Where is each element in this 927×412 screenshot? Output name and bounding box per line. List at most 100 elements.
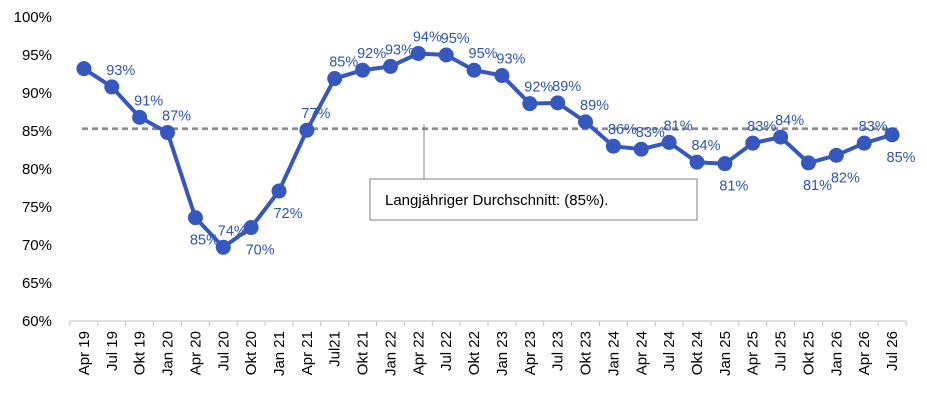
x-tick-label: Jan 21 [271,331,288,376]
data-label: 92% [524,80,553,96]
data-point [160,125,176,141]
data-point [132,109,148,125]
x-tick-label: Jan 26 [828,331,845,376]
y-tick-label: 90% [22,85,52,102]
data-point [717,156,733,172]
data-label: 89% [552,79,581,95]
x-tick-label: Okt 23 [578,331,595,375]
data-point [745,135,761,151]
data-label: 72% [273,206,302,222]
y-tick-label: 75% [22,199,52,216]
x-tick-label: Apr 20 [187,331,204,375]
data-label: 94% [413,29,442,45]
average-annotation: Langjähriger Durchschnitt: (85%). [369,124,698,221]
data-point [410,45,426,61]
data-label: 83% [747,119,776,135]
x-axis: Apr 19 Jul 19 Okt 19 Jan 20 Apr 20 Jul 20 Okt … [69,320,907,376]
data-point [187,210,203,226]
data-label: 74% [218,223,247,239]
data-label: 86% [608,122,637,138]
x-tick-label: Jul 26 [884,331,901,371]
x-tick-label: Apr 24 [633,331,650,375]
x-tick-label: Apr 22 [410,331,427,375]
data-label: 81% [803,178,832,194]
data-point [689,154,705,170]
data-label: 85% [329,55,358,71]
data-point [884,127,900,143]
y-axis: 60% 65% 70% 75% 80% 85% 90% 95% 100% [14,9,52,330]
y-tick-label: 85% [22,123,52,140]
y-tick-label: 70% [22,237,52,254]
x-tick-label: Apr 25 [745,331,762,375]
data-point [856,135,872,151]
data-label: 89% [580,98,609,114]
data-label: 82% [831,170,860,186]
y-tick-label: 60% [22,313,52,330]
data-point [773,129,789,145]
data-point [633,141,649,157]
data-label: 93% [106,63,135,79]
x-tick-label: Jul 22 [438,331,455,371]
data-label: 83% [636,125,665,141]
x-tick-label: Apr 26 [856,331,873,375]
x-tick-label: Jul 25 [773,331,790,371]
data-point [605,138,621,154]
annotation-text: Langjähriger Durchschnitt: (85%). [385,192,608,209]
data-point [578,114,594,130]
data-point [661,134,677,150]
data-label: 85% [190,233,219,249]
x-tick-label: Jan 23 [494,331,511,376]
x-tick-label: Jan 22 [382,331,399,376]
x-tick-label: Jul 19 [104,331,121,371]
data-label: 87% [162,109,191,125]
data-point [438,47,454,63]
x-tick-label: Apr 19 [76,331,93,375]
x-tick-label: Jan 25 [717,331,734,376]
data-point [299,122,315,138]
data-point [550,95,566,111]
series-group [76,45,900,255]
data-label: 70% [246,243,275,259]
data-label: 93% [496,52,525,68]
data-point [271,183,287,199]
x-tick-label: Jan 24 [605,331,622,376]
data-label: 92% [357,46,386,62]
annotation-box [369,178,698,221]
data-point [522,96,538,112]
x-tick-label: Okt 22 [466,331,483,375]
data-label: 95% [441,31,470,47]
x-tick-label: Okt 25 [800,331,817,375]
data-label: 91% [134,93,163,109]
y-tick-label: 80% [22,161,52,178]
data-point [355,62,371,78]
y-tick-label: 65% [22,275,52,292]
data-label: 84% [691,138,720,154]
x-tick-label: Apr 23 [522,331,539,375]
data-label: 77% [301,106,330,122]
data-point [382,58,398,74]
data-point [494,68,510,84]
data-point [76,61,92,77]
data-point [828,147,844,163]
data-label: 85% [887,150,916,166]
data-labels-group: 93%91%87%85%74%70%72%77%85%92%93%94%95%9… [106,29,915,258]
data-point [104,79,120,95]
data-point [327,71,343,87]
y-tick-label: 100% [14,9,52,26]
x-tick-label: Jan 20 [160,331,177,376]
x-tick-label: Jul 24 [661,331,678,371]
y-tick-label: 95% [22,47,52,64]
x-tick-label: Okt 21 [355,331,372,375]
data-label: 93% [385,42,414,58]
x-tick-label: Jul 23 [550,331,567,371]
x-tick-label: Jul 20 [215,331,232,371]
x-tick-label: Jul21 [327,331,344,367]
data-point [215,239,231,255]
data-point [800,155,816,171]
x-tick-label: Apr 21 [299,331,316,375]
x-tick-label: Okt 19 [132,331,149,375]
data-point [466,62,482,78]
data-point [243,220,259,236]
data-label: 83% [859,119,888,135]
